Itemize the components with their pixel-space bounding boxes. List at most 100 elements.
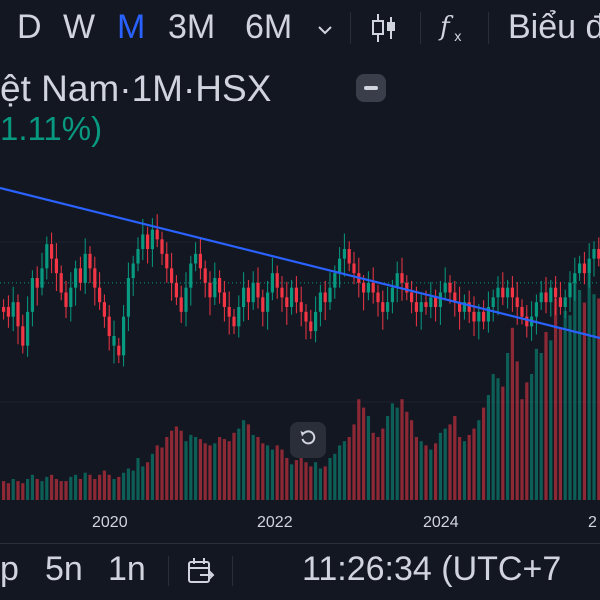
timeframe-d-button[interactable]: D — [17, 8, 42, 46]
volume-bar — [386, 416, 390, 500]
candle-body — [203, 268, 207, 283]
volume-bar — [54, 479, 58, 500]
volume-bar — [136, 458, 140, 500]
volume-bar — [117, 476, 121, 500]
candle-body — [198, 253, 202, 269]
legend-collapse-button[interactable] — [356, 74, 386, 102]
volume-bar — [424, 445, 428, 500]
volume-bar — [573, 281, 577, 500]
candle-body — [299, 302, 303, 312]
clock-timezone[interactable]: 11:26:34 (UTC+7 — [302, 550, 562, 588]
indicators-icon[interactable]: f x — [438, 10, 470, 49]
volume-bar — [40, 481, 44, 500]
volume-bar — [458, 437, 462, 500]
candle-body — [261, 297, 265, 312]
volume-bar — [290, 464, 294, 500]
timeframe-m-button[interactable]: M — [117, 8, 146, 46]
timeframe-3m-button[interactable]: 3M — [168, 8, 216, 46]
reset-chart-button[interactable] — [290, 422, 326, 458]
candle-body — [376, 292, 380, 303]
volume-bar — [122, 472, 126, 500]
volume-bar — [554, 298, 558, 500]
volume-bar — [112, 479, 116, 500]
range-button[interactable]: p — [0, 550, 19, 588]
volume-bar — [246, 424, 250, 500]
chart-type-button[interactable]: Biểu đ — [508, 8, 600, 46]
volume-bar — [280, 449, 284, 500]
volume-bar — [261, 443, 265, 500]
candle-body — [333, 273, 337, 288]
volume-bar — [26, 479, 30, 500]
volume-bar — [285, 458, 289, 500]
candle-body — [179, 297, 183, 312]
svg-text:f: f — [438, 12, 454, 42]
candlestick-icon[interactable] — [370, 13, 398, 48]
candle-body — [592, 249, 596, 259]
volume-bar — [299, 455, 303, 500]
candle-body — [237, 307, 241, 327]
volume-bar — [184, 441, 188, 500]
volume-bar — [21, 483, 25, 500]
candle-body — [342, 249, 346, 259]
candle-body — [549, 287, 553, 303]
volume-bar — [318, 468, 322, 500]
candle-body — [443, 282, 447, 293]
volume-bar — [126, 468, 130, 500]
volume-bar — [309, 466, 313, 500]
range-5n-button[interactable]: 5n — [45, 550, 83, 588]
candle-body — [520, 307, 524, 317]
candle-body — [184, 287, 188, 312]
candle-body — [122, 316, 126, 356]
volume-bar — [141, 466, 145, 500]
candle-body — [386, 302, 390, 312]
price-change-percent: 1.11%) — [0, 110, 103, 147]
volume-bar — [88, 474, 92, 500]
candle-body — [150, 229, 154, 249]
candle-body — [371, 282, 375, 293]
candle-body — [366, 282, 370, 293]
candle-body — [141, 234, 145, 249]
volume-bar — [170, 430, 174, 500]
candle-body — [338, 258, 342, 274]
candle-body — [45, 244, 49, 269]
volume-bar — [501, 386, 505, 500]
symbol-legend-title[interactable]: ệt Nam·1M·HSX — [0, 68, 272, 109]
candle-body — [222, 292, 226, 307]
x-tick-label: 2020 — [92, 514, 128, 531]
chevron-down-icon[interactable] — [318, 22, 332, 40]
calendar-range-icon[interactable] — [186, 556, 216, 591]
range-1n-button[interactable]: 1n — [108, 550, 146, 588]
volume-bar — [453, 416, 457, 500]
candle-body — [280, 287, 284, 298]
svg-text:x: x — [454, 30, 462, 44]
candle-body — [78, 268, 82, 283]
volume-bar — [50, 474, 54, 500]
timeframe-6m-button[interactable]: 6M — [245, 8, 293, 46]
volume-bar — [582, 302, 586, 500]
candle-body — [232, 316, 236, 327]
volume-bar — [352, 424, 356, 500]
candle-body — [290, 287, 294, 307]
candle-body — [568, 282, 572, 298]
candle-body — [477, 311, 481, 322]
volume-bar — [506, 353, 510, 500]
candle-body — [117, 345, 121, 356]
candle-body — [213, 278, 217, 298]
timeframe-w-button[interactable]: W — [63, 8, 96, 46]
bottom-bar-divider — [168, 556, 169, 586]
candle-body — [501, 287, 505, 298]
volume-bar — [534, 348, 538, 500]
volume-bar — [597, 298, 600, 500]
candle-body — [554, 287, 558, 298]
candle-body — [208, 282, 212, 298]
candle-body — [405, 282, 409, 293]
volume-bar — [400, 399, 404, 500]
volume-bar — [578, 290, 582, 500]
candle-body — [165, 253, 169, 269]
volume-bar — [371, 432, 375, 500]
price-chart[interactable] — [0, 160, 600, 505]
volume-bar — [328, 458, 332, 500]
candle-body — [30, 278, 34, 312]
candle-body — [88, 253, 92, 269]
candle-body — [597, 249, 600, 259]
